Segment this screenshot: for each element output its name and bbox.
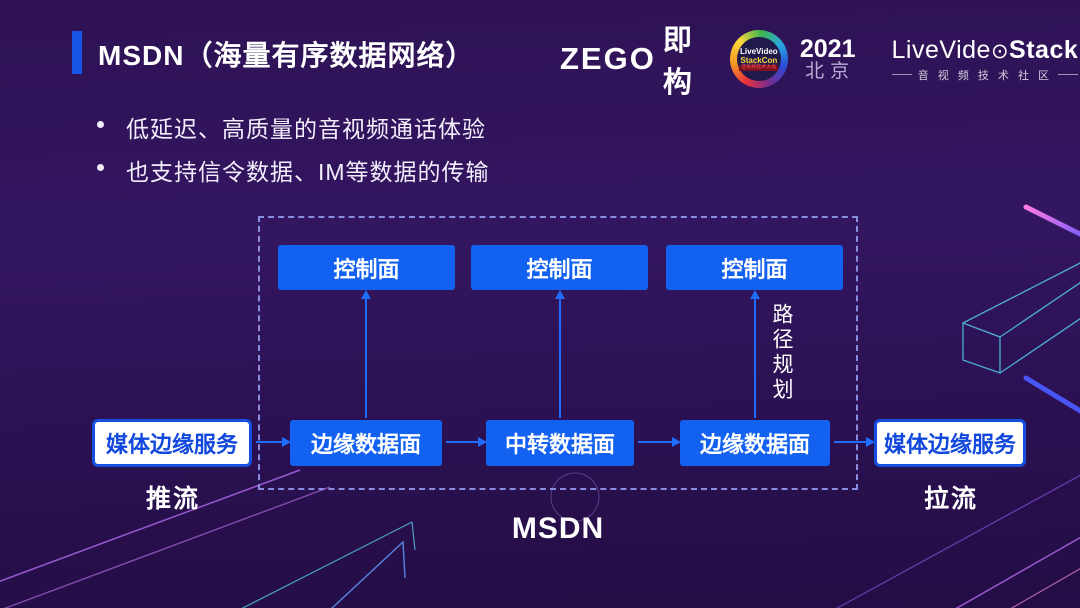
right-arrow [256,437,291,447]
edge-data-plane-box: 边缘数据面 [680,420,830,466]
up-arrow [750,290,760,418]
badge-line1: LiveVideo [740,46,778,56]
transit-data-plane-box: 中转数据面 [486,420,634,466]
play-circle-icon: ⊙ [990,39,1010,63]
bullet-text: 也支持信令数据、IM等数据的传输 [126,159,490,185]
livevideostack-logo: LiveVide⊙Stack 音 视 频 技 术 社 区 [891,35,1079,83]
bullet-text: 低延迟、高质量的音视频通话体验 [126,116,486,142]
control-plane-box: 控制面 [471,245,648,290]
media-edge-service-box-left: 媒体边缘服务 [92,419,252,467]
media-edge-service-box-right: 媒体边缘服务 [874,419,1026,467]
edge-data-plane-box: 边缘数据面 [290,420,442,466]
bullet-icon [97,121,104,128]
conference-badge-ring-icon: LiveVideo StackCon 音视频技术大会 [729,30,788,88]
conference-year-city: 2021 北京 [800,36,856,82]
lvs-subtitle: 音 视 频 技 术 社 区 [917,69,1053,82]
up-arrow [555,290,565,418]
conference-city: 北京 [805,61,856,83]
lvs-subtitle-dash [891,74,912,75]
brand-row: ZEGO 即构 LiveVideo StackCon 音视频技术大会 2021 … [560,25,1079,99]
zego-logo-en: ZEGO [560,41,656,76]
right-arrow [834,437,875,447]
control-plane-box: 控制面 [666,245,843,290]
path-planning-label: 路径规划 [770,303,793,403]
page-title: MSDN（海量有序数据网络） [98,40,475,71]
lvs-logo-part2: Stack [1009,35,1079,64]
lvs-subtitle-dash [1058,74,1079,75]
conference-badge-inner: LiveVideo StackCon 音视频技术大会 [736,37,781,81]
zego-logo-cn: 即构 [662,25,694,99]
right-arrow [446,437,487,447]
badge-line3: 音视频技术大会 [739,64,779,72]
push-stream-label: 推流 [146,485,201,513]
conference-badge: LiveVideo StackCon 音视频技术大会 2021 北京 [729,30,856,88]
up-arrow [361,290,371,418]
bullet-item: 也支持信令数据、IM等数据的传输 [97,153,490,187]
conference-year: 2021 [799,34,856,63]
pull-stream-label: 拉流 [924,485,979,513]
msdn-dashed-container [258,216,858,490]
zego-logo: ZEGO 即构 [560,17,694,101]
badge-line2: StackCon [740,56,778,66]
title-accent-bar [72,31,82,74]
control-plane-box: 控制面 [278,245,455,290]
bullet-icon [97,164,104,171]
msdn-network-label: MSDN [511,512,605,545]
lvs-logo-part1: LiveVide [891,35,991,64]
right-arrow [638,437,681,447]
bullet-item: 低延迟、高质量的音视频通话体验 [97,110,486,144]
